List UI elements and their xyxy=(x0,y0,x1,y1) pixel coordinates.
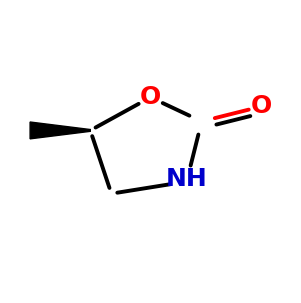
Polygon shape xyxy=(30,122,90,139)
Text: O: O xyxy=(251,94,272,118)
Text: NH: NH xyxy=(166,167,207,191)
Text: O: O xyxy=(140,85,161,109)
